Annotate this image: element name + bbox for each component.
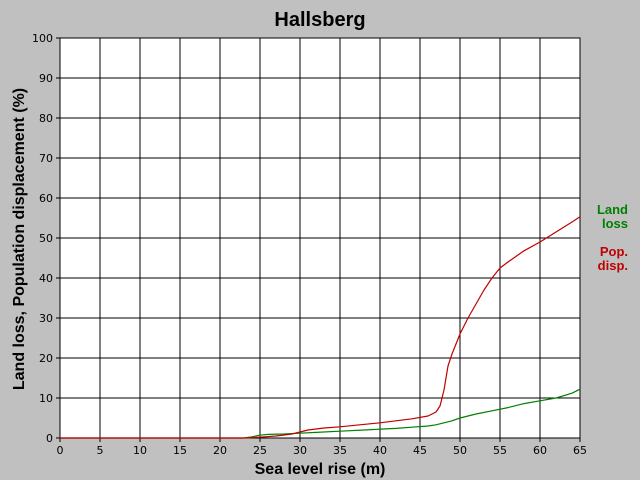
y-tick-label: 70	[39, 152, 53, 165]
x-tick-label: 60	[533, 444, 547, 457]
y-tick-label: 60	[39, 192, 53, 205]
y-tick-label: 50	[39, 232, 53, 245]
x-tick-label: 65	[573, 444, 587, 457]
x-tick-label: 50	[453, 444, 467, 457]
legend-entry-land: loss	[602, 216, 628, 231]
grid	[56, 37, 581, 442]
y-tick-label: 40	[39, 272, 53, 285]
x-tick-label: 5	[97, 444, 104, 457]
y-tick-label: 20	[39, 352, 53, 365]
x-tick-label: 20	[213, 444, 227, 457]
y-tick-label: 0	[46, 432, 53, 445]
y-axis-ticks: 0 10 20 30 40 50 60 70 80 90 100	[32, 32, 53, 445]
legend-entry-pop: disp.	[598, 258, 628, 273]
chart-title: Hallsberg	[274, 9, 365, 31]
legend-entry-land: Land	[597, 202, 628, 217]
x-tick-label: 55	[493, 444, 507, 457]
y-tick-label: 80	[39, 112, 53, 125]
x-tick-label: 35	[333, 444, 347, 457]
series-line-land	[60, 388, 581, 439]
series-layer	[60, 216, 581, 439]
y-tick-label: 30	[39, 312, 53, 325]
x-tick-label: 15	[173, 444, 187, 457]
x-tick-label: 0	[57, 444, 64, 457]
x-tick-label: 30	[293, 444, 307, 457]
x-tick-label: 40	[373, 444, 387, 457]
series-line-pop	[60, 216, 581, 439]
y-tick-label: 10	[39, 392, 53, 405]
x-axis-label: Sea level rise (m)	[255, 461, 386, 478]
y-tick-label: 90	[39, 72, 53, 85]
legend-entry-pop: Pop.	[600, 244, 628, 259]
y-tick-label: 100	[32, 32, 53, 45]
x-tick-label: 10	[133, 444, 147, 457]
x-tick-label: 45	[413, 444, 427, 457]
x-tick-label: 25	[253, 444, 267, 457]
y-axis-label: Land loss, Population displacement (%)	[11, 88, 28, 390]
x-axis-ticks: 0 5 10 15 20 25 30 35 40 45 50 55 60 65	[57, 444, 588, 457]
